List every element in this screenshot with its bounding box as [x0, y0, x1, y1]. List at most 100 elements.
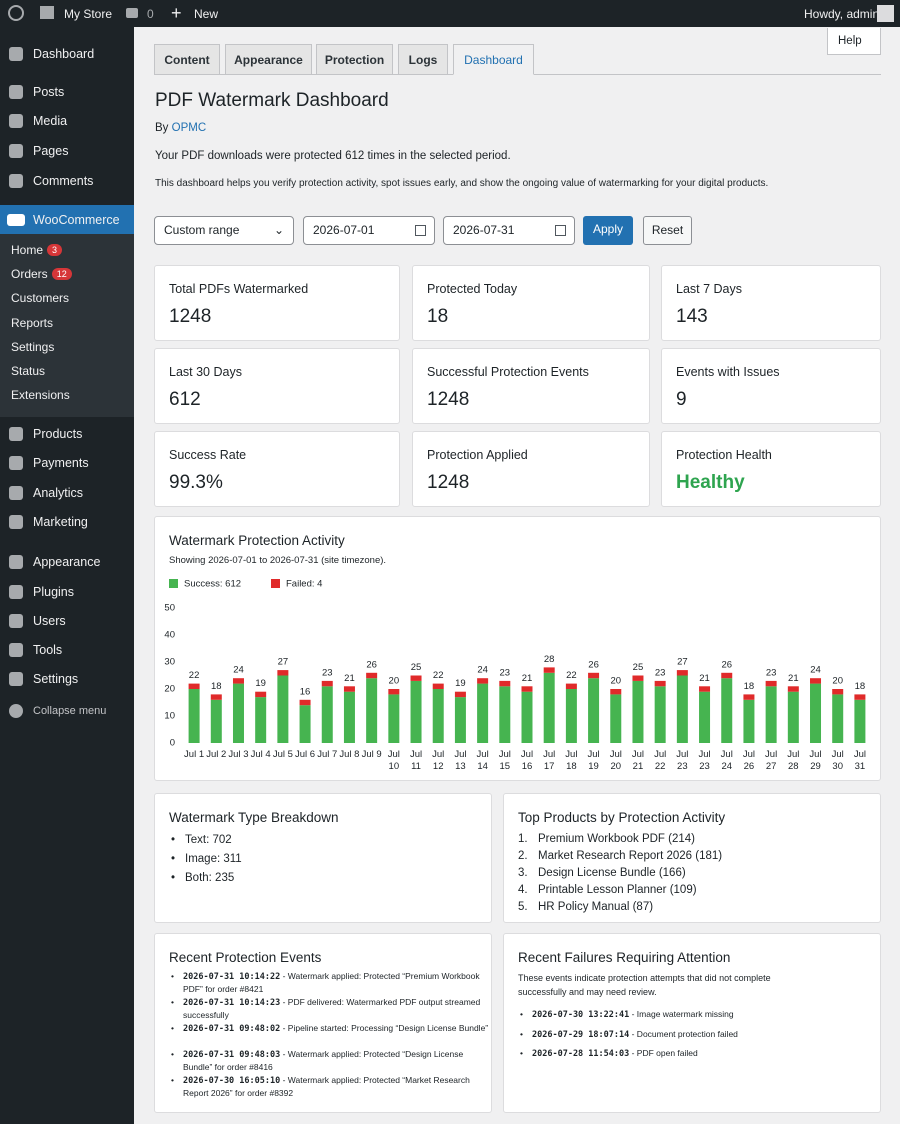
bar-segment: [832, 694, 844, 743]
bar-segment: [454, 697, 466, 743]
menu-item[interactable]: Tools: [0, 635, 134, 665]
bullet: •: [171, 834, 176, 846]
bar-segment: [765, 686, 777, 743]
badge: 3: [47, 244, 63, 256]
bar-segment: [721, 672, 733, 679]
event-text: - PDF open failed: [631, 1048, 698, 1058]
bar-segment: [521, 686, 533, 692]
site-name[interactable]: My Store: [64, 7, 113, 21]
tab[interactable]: Logs: [398, 44, 448, 75]
menu-label: Products: [33, 427, 83, 441]
reset-button[interactable]: Reset: [643, 216, 692, 245]
menu-icon: [9, 456, 23, 470]
apply-button[interactable]: Apply: [583, 216, 633, 245]
menu-item[interactable]: Plugins: [0, 577, 134, 607]
stat-value: Healthy: [676, 472, 745, 493]
submenu-label: Customers: [11, 291, 70, 306]
bullet: •: [171, 853, 176, 865]
menu-item[interactable]: Dashboard: [0, 39, 134, 69]
bullet: •: [171, 872, 176, 884]
submenu-item[interactable]: Orders 12: [11, 267, 72, 281]
breakdown-item: • Text: 702: [171, 834, 232, 846]
x-tick-label: Jul 16: [520, 749, 534, 772]
total-label: 23: [322, 667, 333, 678]
menu-item[interactable]: Media: [0, 106, 134, 136]
menu-item[interactable]: Appearance: [0, 547, 134, 577]
date-from-text: 2026-07-01: [313, 223, 375, 237]
event-text: - PDF delivered: Watermarked PDF output …: [183, 997, 481, 1020]
bar-segment: [210, 694, 222, 700]
submenu-item[interactable]: Extensions: [11, 388, 70, 402]
help-button[interactable]: Help: [827, 28, 881, 55]
bar-segment: [188, 683, 200, 689]
range-text: Custom range: [164, 223, 240, 237]
total-label: 25: [411, 662, 422, 673]
date-from[interactable]: 2026-07-01: [303, 216, 435, 245]
tab[interactable]: Protection: [316, 44, 393, 75]
product-label: Premium Workbook PDF (214): [538, 833, 695, 845]
range-select[interactable]: Custom range ⌄: [154, 216, 294, 245]
menu-label: Posts: [33, 85, 65, 99]
x-tick-label: Jul 2: [206, 749, 227, 760]
menu-item[interactable]: Analytics: [0, 478, 134, 508]
legend-swatch: [169, 579, 178, 588]
menu-item[interactable]: Settings: [0, 664, 134, 694]
bar-segment: [499, 686, 511, 743]
menu-label: Settings: [33, 672, 79, 686]
total-label: 22: [189, 670, 200, 681]
x-tick-label: Jul 8: [339, 749, 360, 760]
bar-segment: [654, 680, 666, 687]
howdy[interactable]: Howdy, admin: [804, 7, 880, 21]
new-link[interactable]: New: [194, 7, 219, 21]
comment-count[interactable]: 0: [147, 7, 154, 21]
total-label: 24: [810, 665, 821, 676]
menu-label: WooCommerce: [33, 213, 120, 227]
bar-segment: [255, 697, 267, 743]
submenu-item[interactable]: Settings: [11, 340, 54, 354]
menu-label: Analytics: [33, 486, 84, 500]
stat-card: Protected Today 18: [412, 265, 650, 341]
x-tick-label: Jul 15: [498, 749, 511, 772]
menu-item[interactable]: Marketing: [0, 507, 134, 537]
x-tick-label: Jul 7: [317, 749, 338, 760]
submenu-item[interactable]: Customers: [11, 291, 69, 305]
product-item: 1. Premium Workbook PDF (214): [518, 833, 695, 845]
avatar[interactable]: [877, 5, 894, 22]
y-tick-label: 0: [170, 738, 175, 749]
menu-label: Media: [33, 114, 68, 128]
page-title: PDF Watermark Dashboard: [155, 90, 389, 111]
x-tick-label: Jul 24: [720, 749, 733, 772]
bar-segment: [232, 678, 244, 684]
tab[interactable]: Content: [154, 44, 220, 75]
menu-item[interactable]: Payments: [0, 448, 134, 478]
total-label: 19: [455, 678, 466, 689]
tab[interactable]: Dashboard: [453, 44, 534, 75]
product-label: HR Policy Manual (87): [538, 901, 654, 913]
product-number: 3.: [518, 867, 528, 879]
menu-label: Tools: [33, 643, 63, 657]
menu-item[interactable]: Comments: [0, 166, 134, 196]
menu-item[interactable]: WooCommerce: [0, 205, 134, 235]
menu-item[interactable]: Products: [0, 419, 134, 449]
date-to[interactable]: 2026-07-31: [443, 216, 575, 245]
tab[interactable]: Appearance: [225, 44, 312, 75]
wp-logo[interactable]: [8, 5, 24, 21]
x-tick-label: Jul 11: [409, 749, 423, 772]
bar-segment: [543, 672, 555, 743]
x-tick-label: Jul 26: [742, 749, 755, 772]
menu-item[interactable]: Collapse menu: [0, 696, 134, 726]
bar-segment: [787, 686, 799, 692]
total-label: 23: [500, 667, 511, 678]
submenu-item[interactable]: Reports: [11, 316, 53, 330]
author-link[interactable]: OPMC: [171, 122, 207, 134]
bar-segment: [832, 689, 844, 695]
menu-item[interactable]: Pages: [0, 136, 134, 166]
submenu-item[interactable]: Home 3: [11, 243, 63, 257]
submenu-item[interactable]: Status: [11, 364, 45, 378]
menu-item[interactable]: Posts: [0, 77, 134, 107]
stat-label: Protection Health: [676, 448, 772, 462]
menu-item[interactable]: Users: [0, 606, 134, 636]
menu-label: Payments: [33, 456, 89, 470]
event-time: 2026-07-31 10:14:22: [183, 972, 281, 982]
stat-card: Total PDFs Watermarked 1248: [154, 265, 400, 341]
